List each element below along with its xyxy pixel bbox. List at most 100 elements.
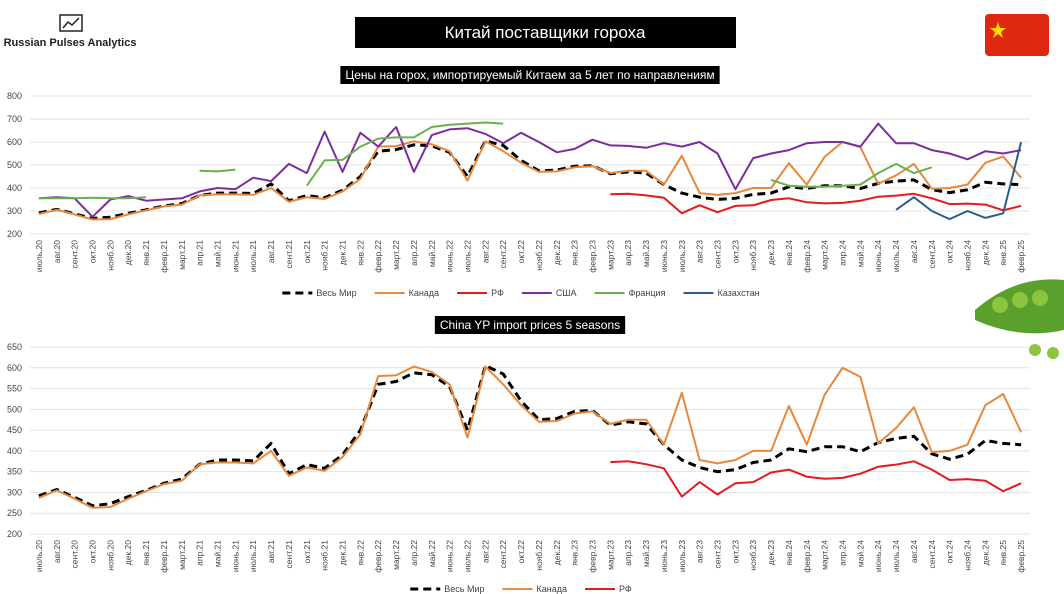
x-tick-label: сент.20 — [70, 240, 80, 269]
x-tick-label: авг.20 — [52, 240, 62, 263]
series-line — [38, 365, 1023, 509]
y-tick-label: 200 — [7, 529, 22, 539]
x-tick-label: сент.22 — [498, 240, 508, 269]
x-tick-label: нояб.20 — [105, 240, 115, 271]
y-tick-label: 600 — [7, 137, 22, 147]
x-tick-label: янв.24 — [784, 540, 794, 566]
x-tick-label: нояб.22 — [534, 240, 544, 271]
x-tick-label: июнь.23 — [659, 240, 669, 272]
x-tick-label: авг.23 — [695, 540, 705, 563]
y-tick-label: 450 — [7, 425, 22, 435]
x-tick-label: нояб.24 — [963, 540, 973, 571]
x-tick-label: сент.21 — [284, 540, 294, 569]
x-tick-label: янв.23 — [570, 240, 580, 266]
x-tick-label: дек.22 — [552, 240, 562, 265]
y-tick-label: 600 — [7, 363, 22, 373]
x-tick-label: янв.21 — [141, 540, 151, 566]
x-tick-label: июль.22 — [463, 540, 473, 572]
x-tick-label: май.24 — [855, 540, 865, 567]
chart-title: China YP import prices 5 seasons — [440, 318, 620, 332]
x-tick-label: авг.24 — [909, 240, 919, 263]
x-tick-label: дек.20 — [123, 540, 133, 565]
x-tick-label: июль.22 — [463, 240, 473, 272]
series-line — [38, 140, 1022, 221]
legend-label: Франция — [629, 288, 666, 298]
flag-field — [985, 14, 1049, 56]
x-tick-label: авг.23 — [695, 240, 705, 263]
x-tick-label: дек.21 — [338, 240, 348, 265]
legend-label: РФ — [619, 584, 632, 594]
chart-title: Цены на горох, импортируемый Китаем за 5… — [345, 68, 714, 82]
x-tick-label: окт.20 — [88, 540, 98, 564]
legend: Весь Мир Канада РФ США Франция Казахстан — [282, 288, 760, 298]
x-tick-label: март.21 — [177, 540, 187, 570]
chart-title-box — [434, 316, 626, 334]
x-tick-label: февр.24 — [802, 240, 812, 273]
y-tick-label: 650 — [7, 342, 22, 352]
x-tick-label: февр.22 — [373, 540, 383, 573]
x-tick-label: апр.22 — [409, 240, 419, 266]
x-tick-label: сент.24 — [927, 240, 937, 269]
y-tick-label: 300 — [7, 206, 22, 216]
y-tick-label: 400 — [7, 183, 22, 193]
x-tick-label: янв.22 — [355, 540, 365, 566]
x-tick-label: дек.23 — [766, 240, 776, 265]
x-tick-label: июль.20 — [34, 540, 44, 572]
legend-label: Казахстан — [717, 288, 759, 298]
y-tick-label: 700 — [7, 114, 22, 124]
legend-label: Канада — [537, 584, 567, 594]
x-tick-label: апр.21 — [195, 540, 205, 566]
x-tick-label: апр.24 — [838, 540, 848, 566]
x-tick-label: окт.24 — [945, 240, 955, 264]
flag — [985, 14, 1049, 56]
x-tick-label: май.24 — [855, 240, 865, 267]
x-tick-label: сент.21 — [284, 240, 294, 269]
x-tick-label: янв.23 — [570, 540, 580, 566]
x-tick-label: дек.20 — [123, 240, 133, 265]
y-tick-label: 400 — [7, 446, 22, 456]
x-tick-label: авг.22 — [480, 240, 490, 263]
x-tick-label: февр.23 — [588, 240, 598, 273]
x-tick-label: май.22 — [427, 540, 437, 567]
x-tick-label: окт.22 — [516, 240, 526, 264]
x-tick-label: сент.23 — [713, 240, 723, 269]
x-tick-label: сент.20 — [70, 540, 80, 569]
x-tick-label: авг.22 — [480, 540, 490, 563]
legend-label: Канада — [409, 288, 439, 298]
x-tick-label: июнь.23 — [659, 540, 669, 572]
flag-star — [990, 22, 1006, 38]
logo-icon — [62, 17, 80, 29]
x-tick-label: июль.23 — [677, 540, 687, 572]
x-tick-label: июль.24 — [891, 240, 901, 272]
x-tick-label: апр.21 — [195, 240, 205, 266]
series-line — [38, 122, 1022, 218]
x-tick-label: окт.24 — [945, 540, 955, 564]
x-tick-label: июль.20 — [34, 240, 44, 272]
x-tick-label: дек.24 — [980, 240, 990, 265]
x-tick-label: окт.21 — [302, 540, 312, 564]
x-tick-label: февр.24 — [802, 540, 812, 573]
x-tick-label: янв.25 — [998, 240, 1008, 266]
x-tick-label: февр.25 — [1016, 240, 1026, 273]
pea — [1029, 344, 1041, 356]
x-tick-label: янв.24 — [784, 240, 794, 266]
x-tick-label: сент.24 — [927, 540, 937, 569]
legend: Весь Мир Канада РФ — [410, 584, 632, 594]
x-tick-label: сент.23 — [713, 540, 723, 569]
x-tick-label: март.22 — [391, 240, 401, 270]
x-tick-label: апр.23 — [623, 240, 633, 266]
x-tick-label: май.23 — [641, 240, 651, 267]
x-tick-label: сент.22 — [498, 540, 508, 569]
y-tick-label: 350 — [7, 467, 22, 477]
x-tick-label: окт.22 — [516, 540, 526, 564]
legend-label: Весь Мир — [444, 584, 484, 594]
x-tick-label: февр.23 — [588, 540, 598, 573]
x-tick-label: янв.21 — [141, 240, 151, 266]
legend-label: Весь Мир — [316, 288, 356, 298]
x-tick-label: июнь.21 — [230, 540, 240, 572]
x-tick-label: май.23 — [641, 540, 651, 567]
x-tick-label: март.24 — [820, 540, 830, 570]
x-tick-label: дек.21 — [338, 540, 348, 565]
x-tick-label: июнь.21 — [230, 240, 240, 272]
